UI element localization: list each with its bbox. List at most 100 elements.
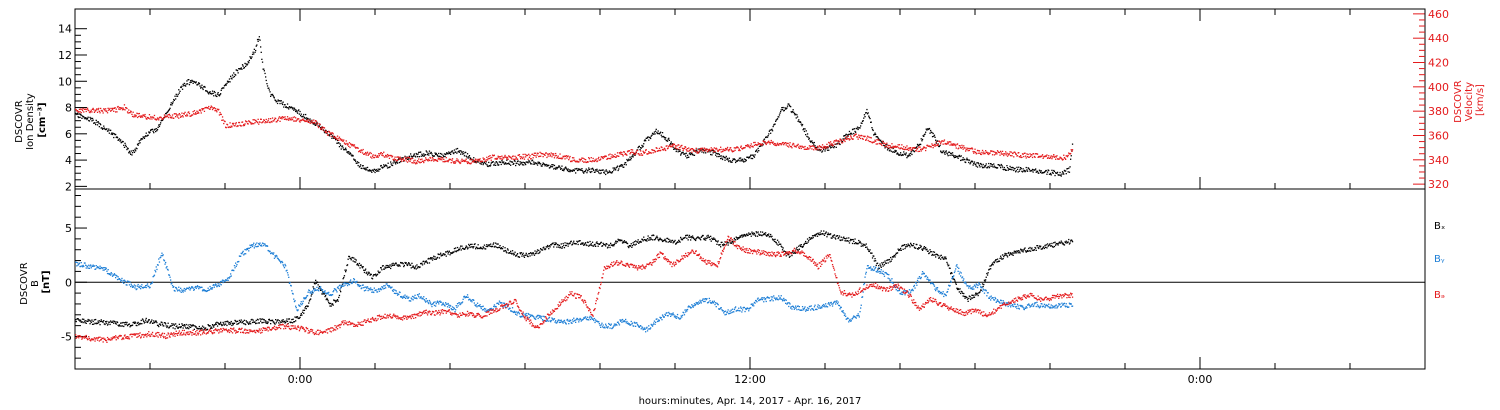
- velocity-point: [460, 160, 462, 162]
- density-point: [705, 152, 707, 154]
- velocity-point: [906, 145, 908, 147]
- velocity-point: [268, 121, 270, 123]
- density-point: [508, 163, 511, 165]
- density-point: [358, 162, 360, 164]
- bx-point: [1012, 254, 1014, 256]
- bx-point: [441, 254, 444, 257]
- density-point: [1001, 166, 1004, 168]
- bx-point: [964, 297, 966, 299]
- velocity-point: [497, 155, 499, 157]
- density-point: [621, 164, 624, 166]
- velocity-point: [413, 162, 416, 164]
- density-point: [793, 113, 796, 115]
- bx-point: [752, 234, 754, 236]
- velocity-point: [786, 142, 788, 144]
- velocity-point: [169, 115, 171, 117]
- density-point: [745, 159, 747, 162]
- velocity-point: [813, 149, 815, 151]
- velocity-point: [706, 148, 708, 151]
- velocity-point: [645, 149, 647, 151]
- velocity-point: [1043, 156, 1045, 158]
- velocity-point: [1002, 153, 1004, 155]
- density-point: [951, 152, 954, 154]
- density-point: [193, 80, 195, 83]
- bx-point: [251, 321, 254, 324]
- density-point: [967, 159, 969, 161]
- velocity-point: [275, 121, 277, 123]
- density-point: [846, 134, 849, 136]
- density-point: [1050, 172, 1052, 175]
- velocity-point: [235, 122, 237, 124]
- bx-point: [931, 253, 934, 256]
- density-point: [625, 164, 627, 166]
- bx-point: [646, 240, 648, 242]
- velocity-point: [121, 107, 123, 109]
- density-point: [293, 107, 296, 109]
- bx-point: [180, 326, 182, 328]
- bx-point: [1060, 242, 1062, 244]
- bx-point: [943, 256, 946, 258]
- bx-point: [558, 246, 560, 248]
- density-point: [420, 155, 422, 157]
- bx-point: [771, 235, 773, 237]
- density-point: [584, 170, 586, 173]
- bx-point: [448, 250, 450, 252]
- bx-point: [488, 244, 490, 246]
- velocity-point: [905, 146, 907, 149]
- velocity-point: [680, 146, 682, 148]
- density-point: [252, 51, 254, 53]
- bx-point: [612, 244, 614, 246]
- bx-point: [467, 247, 469, 249]
- bx-point: [336, 299, 339, 301]
- velocity-point: [859, 135, 861, 137]
- by-point: [75, 261, 77, 263]
- density-point: [423, 153, 425, 155]
- bx-point: [496, 247, 499, 249]
- density-point: [930, 131, 932, 133]
- velocity-point: [408, 160, 410, 162]
- bx-point: [481, 247, 483, 250]
- bx-point: [1071, 241, 1074, 243]
- velocity-point: [1047, 157, 1049, 159]
- bx-point: [301, 311, 304, 313]
- velocity-point: [99, 112, 101, 114]
- bx-point: [750, 235, 752, 237]
- bx-point: [391, 264, 394, 267]
- density-point: [568, 169, 571, 171]
- velocity-point: [430, 157, 432, 159]
- velocity-tick-label: 460: [1428, 8, 1449, 21]
- bx-point: [766, 235, 768, 237]
- velocity-point: [453, 161, 456, 163]
- velocity-point: [423, 161, 425, 164]
- velocity-point: [985, 150, 987, 152]
- bx-point: [106, 320, 108, 323]
- velocity-point: [603, 156, 606, 158]
- bx-point: [365, 272, 367, 274]
- velocity-point: [123, 104, 126, 106]
- bx-point: [240, 319, 242, 321]
- bx-point: [141, 323, 143, 325]
- density-point: [501, 161, 504, 163]
- density-point: [133, 151, 136, 153]
- density-point: [173, 98, 175, 101]
- bx-point: [262, 321, 264, 324]
- bx-point: [740, 236, 742, 238]
- velocity-point: [294, 120, 296, 122]
- density-point: [565, 166, 567, 168]
- velocity-point: [628, 150, 631, 152]
- bx-point: [750, 233, 752, 235]
- bx-point: [761, 231, 764, 233]
- velocity-point: [670, 146, 672, 148]
- bx-point: [770, 236, 772, 238]
- bx-point: [936, 254, 939, 256]
- density-point: [733, 158, 736, 160]
- bx-point: [806, 242, 808, 244]
- density-point: [758, 150, 760, 152]
- velocity-point: [226, 124, 229, 126]
- bx-point: [544, 248, 546, 251]
- density-point: [805, 134, 807, 136]
- density-point: [466, 156, 468, 158]
- velocity-point: [828, 141, 830, 144]
- bx-point: [531, 254, 533, 256]
- bx-point: [858, 239, 860, 242]
